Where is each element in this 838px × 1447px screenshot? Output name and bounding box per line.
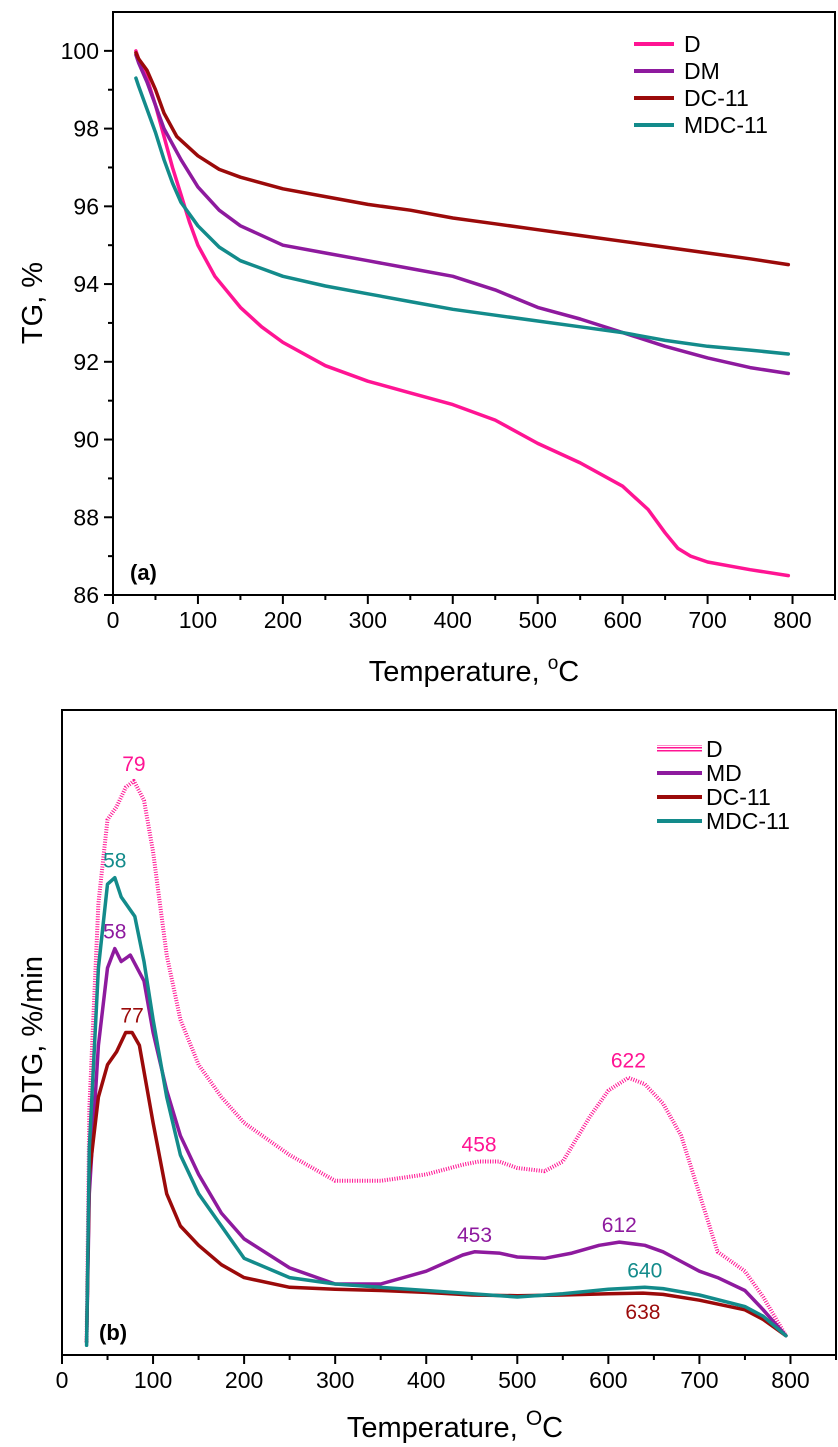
y-tick-label: 88	[73, 504, 99, 530]
peak-label: 622	[611, 1050, 646, 1073]
y-tick-label: 96	[73, 193, 99, 219]
legend-label-mdc-11: MDC-11	[706, 808, 790, 834]
x-tick-label: 200	[264, 607, 302, 633]
x-axis-label: Temperature, oC	[369, 653, 579, 688]
series-line-dm	[134, 53, 791, 376]
peak-label: 77	[120, 1005, 143, 1028]
y-tick-label: 98	[73, 116, 99, 142]
x-tick-label: 0	[107, 607, 120, 633]
series-line-md	[84, 946, 788, 1344]
x-tick-label: 700	[680, 1367, 718, 1393]
x-tick-label: 400	[434, 607, 472, 633]
x-tick-label: 500	[519, 607, 557, 633]
panel-label: (b)	[99, 1320, 127, 1345]
x-tick-label: 600	[589, 1367, 627, 1393]
series-lines	[84, 779, 788, 1348]
x-tick-label: 700	[688, 607, 726, 633]
peak-label: 640	[627, 1259, 662, 1282]
peak-label: 458	[462, 1134, 497, 1157]
legend-swatch-d	[657, 745, 702, 753]
y-tick-label: 90	[73, 427, 99, 453]
x-tick-label: 300	[316, 1367, 354, 1393]
x-tick-label: 100	[134, 1367, 172, 1393]
peak-label: 79	[122, 753, 145, 776]
panel-label: (a)	[130, 560, 157, 585]
legend-label-mdc-11: MDC-11	[684, 112, 768, 138]
peak-label: 453	[457, 1224, 492, 1247]
x-axis-label: Temperature, OC	[347, 1407, 563, 1444]
y-axis-label: DTG, %/min	[17, 956, 49, 1114]
y-tick-label: 92	[73, 349, 99, 375]
series-line-mdc-11	[134, 76, 791, 356]
series-line-d	[84, 779, 788, 1343]
peak-label: 612	[602, 1214, 637, 1237]
x-tick-label: 200	[225, 1367, 263, 1393]
legend-label-dc-11: DC-11	[684, 85, 749, 111]
x-tick-label: 0	[56, 1367, 69, 1393]
y-tick-label: 100	[61, 38, 99, 64]
x-tick-label: 800	[773, 607, 811, 633]
series-line-d	[134, 49, 791, 578]
peak-annotations: 79 58 58 77 622 458 612 453 640 638	[103, 753, 662, 1324]
x-tick-label: 600	[603, 607, 641, 633]
legend-label-md: MD	[706, 760, 742, 786]
series-line-dc-11	[134, 51, 791, 267]
y-axis-label: TG, %	[17, 262, 49, 344]
plot-frame	[61, 709, 837, 1356]
x-tick-label: 100	[179, 607, 217, 633]
plot-frame	[112, 11, 836, 596]
y-tick-label: 94	[73, 271, 99, 297]
peak-label: 58	[103, 850, 126, 873]
legend-label-d: D	[684, 31, 701, 57]
chart-panel-tg: 0 100 200 300 400 500 600 700 800 86 88 90 92 94 96 98 1…	[17, 11, 836, 688]
legend-label-dm: DM	[684, 58, 720, 84]
legend-label-dc-11: DC-11	[706, 784, 771, 810]
x-tick-label: 800	[771, 1367, 809, 1393]
x-tick-label: 400	[407, 1367, 445, 1393]
x-tick-label: 500	[498, 1367, 536, 1393]
series-line-mdc-11	[84, 875, 788, 1348]
legend-label-d: D	[706, 736, 723, 762]
x-tick-label: 300	[349, 607, 387, 633]
peak-label: 58	[103, 921, 126, 944]
y-tick-label: 86	[73, 582, 99, 608]
axis-ticks: 0 100 200 300 400 500 600 700 800 86 88 90 92 94 96 98 1…	[61, 38, 836, 633]
peak-label: 638	[625, 1301, 660, 1324]
axis-ticks: 0 100 200 300 400 500 600 700 800	[56, 1355, 837, 1393]
chart-panel-dtg: 0 100 200 300 400 500 600 700 800 79 58 58 77 622 458…	[17, 709, 837, 1444]
series-lines	[134, 49, 791, 578]
series-line-dc-11	[84, 1030, 788, 1344]
